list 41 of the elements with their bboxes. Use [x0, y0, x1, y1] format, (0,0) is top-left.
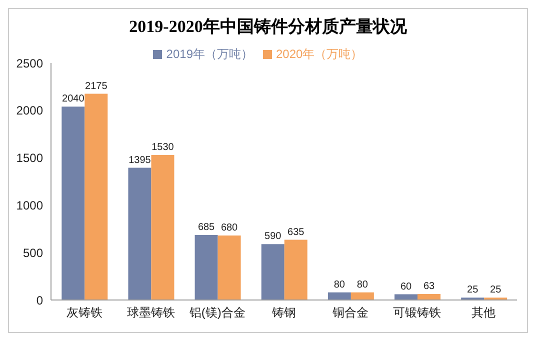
bar	[84, 94, 108, 300]
bar	[284, 240, 308, 300]
y-tick-label: 0	[36, 293, 44, 308]
bar	[128, 168, 152, 300]
data-label: 25	[490, 284, 502, 296]
bar	[218, 236, 241, 300]
bar	[328, 292, 351, 300]
bar	[151, 154, 174, 300]
y-tick-label: 2500	[16, 56, 44, 70]
y-tick-label: 500	[22, 246, 44, 260]
x-tick-label: 其他	[472, 306, 496, 320]
data-label: 80	[356, 279, 368, 290]
bar	[418, 294, 441, 300]
data-label: 590	[264, 231, 282, 242]
data-label: 80	[334, 279, 346, 290]
x-tick-label: 铜合金	[332, 306, 369, 320]
data-label: 685	[198, 222, 216, 234]
bar	[261, 244, 284, 300]
data-label: 1395	[128, 154, 152, 166]
chart-title: 2019-2020年中国铸件分材质产量状况	[128, 16, 408, 38]
data-label: 2175	[85, 80, 108, 92]
y-tick-label: 1500	[16, 151, 44, 166]
x-tick-label: 灰铸铁	[66, 306, 102, 320]
bar	[62, 106, 85, 300]
bar	[350, 292, 374, 300]
legend-label: 2019年（万吨）	[166, 47, 253, 61]
legend-label: 2020年（万吨）	[276, 47, 363, 61]
data-label: 63	[423, 281, 436, 292]
data-label: 2040	[62, 94, 85, 105]
data-label: 1530	[152, 142, 174, 153]
x-tick-label: 铸钢	[271, 306, 296, 320]
data-label: 635	[288, 226, 305, 238]
bar	[194, 235, 218, 300]
data-label: 25	[467, 284, 479, 296]
x-tick-label: 可锻铸铁	[393, 306, 442, 320]
y-tick-label: 1000	[16, 198, 44, 212]
data-label: 60	[400, 281, 412, 292]
x-tick-label: 铝(镁)合金	[188, 306, 246, 320]
data-label: 680	[220, 222, 238, 234]
x-tick-label: 球墨铸铁	[126, 306, 175, 320]
y-tick-label: 2000	[16, 104, 44, 118]
